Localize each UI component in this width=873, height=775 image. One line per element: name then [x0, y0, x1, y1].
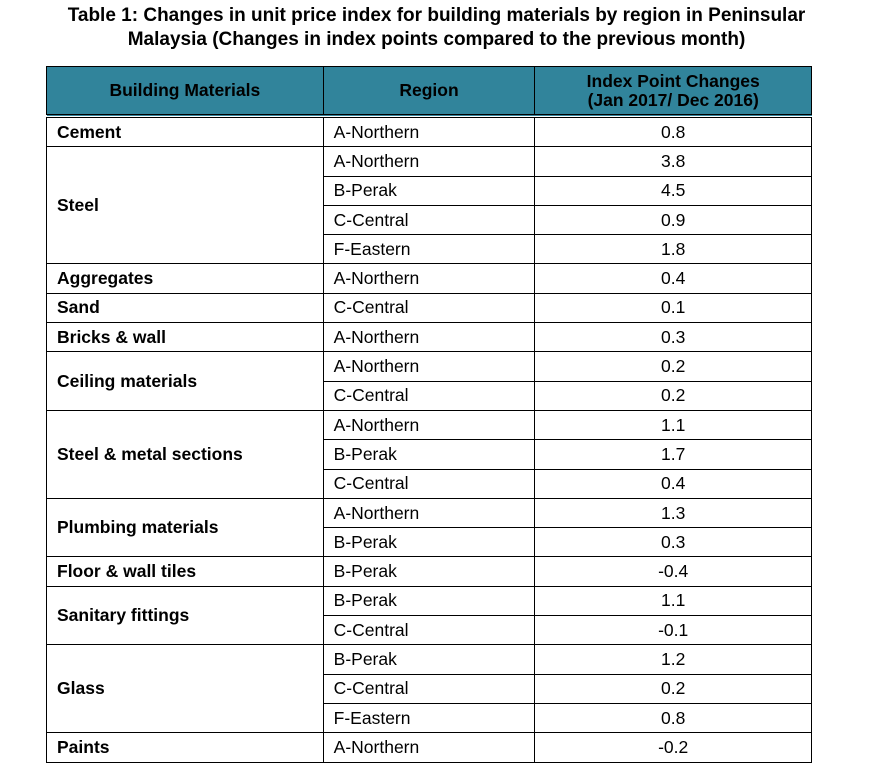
region-cell: B-Perak [322, 175, 536, 206]
region-cell: B-Perak [322, 527, 536, 558]
value-cell: 1.2 [534, 644, 812, 675]
material-cell: Cement [46, 114, 324, 148]
table-row: Glass B-Perak 1.2 [46, 644, 812, 734]
table-row: Aggregates A-Northern 0.4 [46, 263, 812, 294]
material-cell: Floor & wall tiles [46, 556, 324, 587]
material-cell: Glass [46, 644, 324, 734]
region-cell: B-Perak [322, 439, 536, 470]
value-cell: 0.1 [534, 292, 812, 324]
value-cell: 1.7 [534, 439, 812, 470]
value-cell: -0.4 [534, 556, 812, 587]
header-row: Building Materials Region Index Point Ch… [46, 66, 812, 117]
title-line: Table 1: Changes in unit price index for… [67, 5, 806, 26]
region-cell: A-Northern [322, 263, 536, 294]
value-cell: -0.1 [534, 615, 812, 646]
table-row: F-Eastern 1.8 [47, 234, 812, 265]
region-cell: C-Central [322, 468, 536, 499]
header-line: (Jan 2017/ Dec 2016) [587, 89, 759, 110]
table-row: Paints A-Northern -0.2 [46, 732, 812, 763]
material-cell: Paints [46, 732, 324, 763]
table-row: Cement A-Northern 0.8 [46, 114, 812, 148]
header-cell: Region [322, 66, 536, 117]
region-cell: C-Central [322, 292, 536, 324]
value-cell: 0.2 [534, 351, 812, 382]
title-line: Malaysia (Changes in index points compar… [127, 29, 746, 50]
value-cell: 3.8 [534, 146, 812, 177]
material-cell: Sand [46, 292, 324, 324]
value-cell: 0.9 [534, 204, 812, 236]
table-body: Cement A-Northern 0.8 Steel A-Northern 3.8 B-P… [46, 114, 812, 763]
value-cell: 0.3 [534, 527, 812, 558]
table-row: Steel A-Northern 3.8 [46, 146, 812, 265]
region-cell: A-Northern [322, 409, 536, 441]
material-cell: Sanitary fittings [46, 585, 324, 646]
value-cell: 4.5 [534, 175, 812, 206]
value-cell: 1.1 [534, 409, 812, 441]
header-cell: Index Point Changes (Jan 2017/ Dec 2016) [534, 66, 812, 117]
table-row: C-Central 0.4 [47, 468, 812, 499]
value-cell: 0.4 [534, 263, 812, 294]
table-row: C-Central 0.9 [47, 204, 812, 236]
table-row: Floor & wall tiles B-Perak -0.4 [46, 556, 812, 587]
region-cell: B-Perak [322, 585, 536, 617]
value-cell: 0.8 [534, 114, 812, 148]
table-row: B-Perak 1.7 [47, 439, 812, 470]
region-cell: A-Northern [322, 322, 536, 353]
header-line: Index Point Changes [586, 70, 760, 91]
value-cell: 0.4 [534, 468, 812, 499]
value-cell: 0.3 [534, 322, 812, 353]
region-cell: C-Central [322, 380, 536, 411]
table-row: Sanitary fittings B-Perak 1.1 [46, 585, 812, 646]
value-cell: 0.2 [534, 380, 812, 411]
table-row: Steel & metal sections A-Northern 1.1 [46, 409, 812, 499]
table-row: Sand C-Central 0.1 [46, 292, 812, 324]
value-cell: 0.8 [534, 702, 812, 734]
table-title: Table 1: Changes in unit price index for… [0, 0, 873, 60]
table-row: C-Central -0.1 [47, 615, 812, 646]
table-row: F-Eastern 0.8 [47, 702, 812, 734]
region-cell: A-Northern [322, 732, 536, 763]
region-cell: A-Northern [322, 146, 536, 177]
table-row: Ceiling materials A-Northern 0.2 [46, 351, 812, 411]
region-cell: C-Central [322, 204, 536, 236]
value-cell: -0.2 [534, 732, 812, 763]
region-cell: B-Perak [322, 644, 536, 675]
table-row: C-Central 0.2 [47, 380, 812, 411]
material-cell: Steel & metal sections [46, 409, 324, 499]
table-row: Bricks & wall A-Northern 0.3 [46, 322, 812, 353]
region-cell: A-Northern [322, 114, 536, 148]
region-cell: A-Northern [322, 351, 536, 382]
region-cell: F-Eastern [322, 234, 536, 265]
value-cell: 0.2 [534, 673, 812, 704]
material-cell: Bricks & wall [46, 322, 324, 353]
region-cell: B-Perak [322, 556, 536, 587]
region-cell: A-Northern [322, 497, 536, 529]
material-cell: Aggregates [46, 263, 324, 294]
table-row: Plumbing materials A-Northern 1.3 [46, 497, 812, 558]
material-cell: Steel [46, 146, 324, 265]
table-row: B-Perak 4.5 [47, 175, 812, 206]
material-cell: Ceiling materials [46, 351, 324, 411]
header-cell: Building Materials [46, 66, 324, 117]
region-cell: F-Eastern [322, 702, 536, 734]
region-cell: C-Central [322, 615, 536, 646]
table: Building Materials Region Index Point Ch… [46, 66, 812, 763]
table-row: B-Perak 0.3 [47, 527, 812, 558]
value-cell: 1.8 [534, 234, 812, 265]
value-cell: 1.1 [534, 585, 812, 617]
material-cell: Plumbing materials [46, 497, 324, 558]
value-cell: 1.3 [534, 497, 812, 529]
region-cell: C-Central [322, 673, 536, 704]
